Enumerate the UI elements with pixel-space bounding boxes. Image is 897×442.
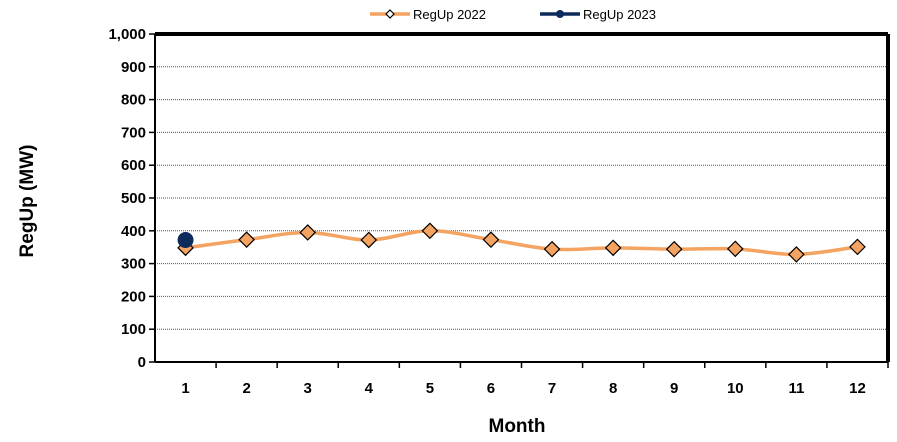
- y-tick-label: 100: [121, 321, 146, 338]
- legend-marker-regup-2023: [556, 10, 564, 18]
- data-point-regup-2022: [360, 231, 378, 249]
- y-tick-label: 0: [138, 354, 146, 371]
- y-tick-label: 600: [121, 157, 146, 174]
- x-axis-title: Month: [489, 416, 546, 437]
- x-tick-label: 6: [487, 380, 495, 397]
- data-point-regup-2022: [726, 240, 744, 258]
- gridlines: [155, 66, 888, 330]
- data-point-regup-2022: [238, 231, 255, 249]
- data-point-regup-2022: [421, 222, 439, 240]
- data-point-regup-2022: [849, 238, 866, 256]
- x-axis-ticks: 1 2 3 4 5 6 7 8 9 10 11 12: [181, 362, 889, 397]
- x-tick-label: 12: [849, 380, 866, 397]
- series-line-regup-2022: [185, 229, 858, 257]
- legend-label-regup-2022: RegUp 2022: [413, 7, 486, 22]
- data-point-regup-2022: [665, 240, 683, 258]
- y-tick-label: 800: [121, 92, 146, 109]
- y-tick-label: 200: [121, 288, 146, 305]
- y-tick-label: 900: [121, 59, 146, 76]
- data-point-regup-2022: [788, 246, 805, 263]
- x-tick-label: 3: [304, 380, 312, 397]
- x-tick-label: 1: [181, 380, 189, 397]
- x-tick-label: 5: [426, 380, 434, 397]
- x-tick-label: 10: [727, 380, 744, 397]
- data-point-regup-2022: [299, 224, 317, 241]
- y-tick-label: 500: [121, 190, 146, 207]
- y-tick-label: 300: [121, 256, 146, 273]
- data-point-regup-2023: [177, 231, 194, 248]
- x-tick-label: 2: [242, 380, 250, 397]
- y-axis-title: RegUp (MW): [17, 145, 38, 258]
- x-tick-label: 7: [548, 380, 556, 397]
- y-tick-label: 700: [121, 124, 146, 141]
- x-tick-label: 8: [609, 380, 617, 397]
- axes: [154, 32, 890, 363]
- data-point-regup-2022: [482, 231, 500, 249]
- y-tick-label: 1,000: [108, 26, 146, 43]
- y-tick-label: 400: [121, 223, 146, 240]
- legend-marker-regup-2022: [385, 9, 395, 19]
- legend: RegUp 2022 RegUp 2023: [370, 7, 656, 22]
- legend-label-regup-2023: RegUp 2023: [583, 7, 656, 22]
- x-tick-label: 11: [788, 380, 804, 397]
- data-point-regup-2022: [604, 239, 622, 257]
- x-tick-label: 9: [670, 380, 678, 397]
- x-tick-label: 4: [365, 380, 374, 397]
- data-point-regup-2022: [543, 240, 561, 258]
- y-axis-ticks: 0 100 200 300 400 500 600 700 800 900 1,000: [108, 26, 155, 371]
- series-layer: [177, 222, 866, 263]
